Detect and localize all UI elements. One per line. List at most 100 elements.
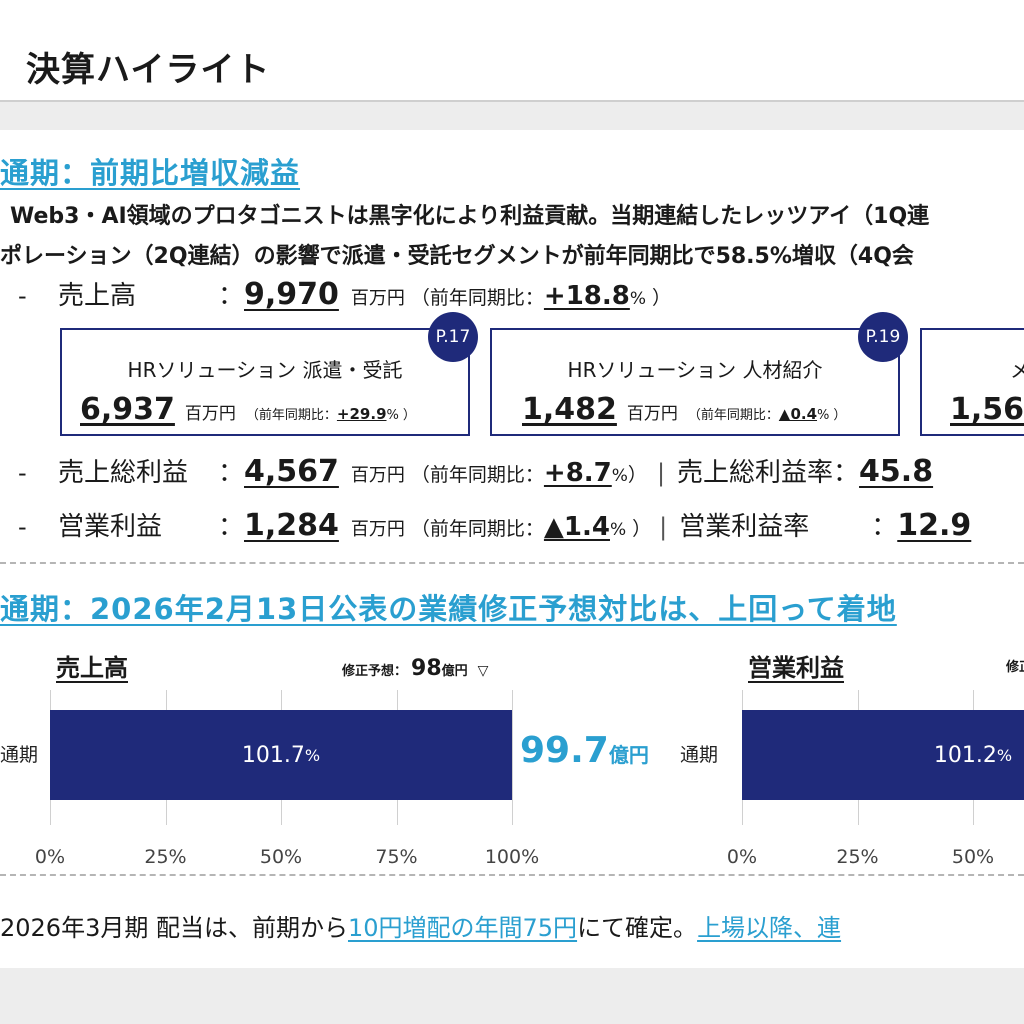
operating-unit: 百万円 [350, 519, 405, 540]
dividend-mid: にて確定。 [577, 914, 698, 942]
card-unit: 百万円 [626, 404, 678, 424]
page-ref-badge[interactable]: P.17 [428, 312, 478, 362]
sales-yoy: +18.8 [543, 281, 630, 311]
gross-yoy-close: ） [627, 464, 647, 486]
tick-label: 50% [259, 846, 303, 868]
page-header: 決算ハイライト [0, 0, 1024, 102]
forecast-label: 修正予想： [342, 664, 408, 679]
operating-rate-colon: ： [871, 512, 898, 542]
section-divider [0, 874, 1024, 876]
dividend-highlight2: 上場以降、連 [697, 914, 842, 942]
gross-rate-value: 45.8 [859, 454, 934, 489]
tick-label: 75% [375, 846, 418, 868]
chart-title-sales: 売上高 [56, 654, 128, 682]
card-unit: 百万円 [184, 404, 236, 424]
operating-colon: ： [218, 512, 245, 542]
gross-value: 4,567 [244, 454, 339, 489]
sales-unit: 百万円 [350, 288, 405, 309]
tick-label: 0% [34, 846, 66, 868]
sales-yoy-close: ） [652, 287, 672, 309]
dividend-prefix: 2026年3月期 配当は、前期から [0, 914, 348, 942]
segment-card-media: メ 1,56 [920, 328, 1024, 436]
card-title: HRソリューション 派遣・受託 [127, 358, 403, 382]
card-value-line: 1,56 [950, 392, 1024, 427]
tick-label: 0% [726, 846, 758, 868]
card-value: 6,937 [80, 392, 175, 427]
sales-yoy-pct: % [629, 289, 647, 309]
slide-content: 通期：前期比増収減益 Web3・AI領域のプロタゴニストは黒字化により利益貢献。… [0, 130, 1024, 968]
bar-value-label: 101.7 [241, 742, 305, 768]
card-value-line: 6,937 百万円 （前年同期比： +29.9 % ） [80, 392, 416, 427]
actual-value: 99.7 [520, 730, 609, 771]
gross-rate-colon: ： [833, 458, 860, 488]
card-title: メ [1010, 358, 1024, 382]
sales-label: 売上高 [58, 281, 137, 311]
gross-label: 売上総利益 [58, 458, 189, 488]
tick-label: 25% [144, 846, 187, 868]
card-yoy-pct: % [817, 408, 830, 423]
grid-line [512, 690, 513, 825]
operating-yoy: ▲1.4 [543, 512, 610, 542]
segment-card-placement: HRソリューション 人材紹介 1,482 百万円 （前年同期比： ▲0.4 % … [490, 328, 900, 436]
card-yoy-close: ） [833, 408, 847, 423]
section2-heading: 通期：2026年2月13日公表の業績修正予想対比は、上回って着地 [0, 592, 897, 626]
operating-value: 1,284 [244, 508, 339, 543]
category-label: 通期 [680, 744, 719, 766]
section1-line1: Web3・AI領域のプロタゴニストは黒字化により利益貢献。当期連結したレッツアイ… [10, 204, 930, 229]
card-yoy: +29.9 [336, 405, 387, 423]
dividend-highlight: 10円増配の年間75円 [347, 914, 578, 942]
actual-sales: 99.7 億円 [520, 730, 649, 771]
forecast-value: 98 [411, 656, 442, 681]
forecast-sales: 修正予想： 98 億円 ▽ [342, 656, 488, 681]
operating-yoy-close: ） [632, 518, 652, 540]
forecast-label: 修正 [1006, 660, 1024, 675]
section1-line2: ポレーション（2Q連結）の影響で派遣・受託セグメントが前年同期比で58.5%増収… [0, 244, 914, 269]
operating-profit-line: - 営業利益 ： 1,284 百万円 （前年同期比： ▲1.4 % ） | 営業… [0, 506, 971, 550]
sales-yoy-open: （前年同期比： [410, 287, 544, 309]
card-title: HRソリューション 人材紹介 [567, 358, 823, 382]
operating-rate-value: 12.9 [897, 508, 972, 543]
card-yoy-open: （前年同期比： [245, 408, 337, 423]
section1-heading: 通期：前期比増収減益 [0, 156, 301, 190]
bar: 101.2% [742, 710, 1024, 800]
card-yoy-close: ） [402, 408, 416, 423]
sales-colon: ： [218, 281, 245, 311]
segment-card-dispatch: HRソリューション 派遣・受託 6,937 百万円 （前年同期比： +29.9 … [60, 328, 470, 436]
operating-yoy-pct: % [609, 520, 627, 540]
bar-value-label: 101.2 [933, 742, 997, 768]
card-value: 1,56 [950, 392, 1024, 427]
bar-value-unit: % [996, 745, 1013, 765]
section-divider [0, 562, 1024, 564]
gross-yoy-pct: % [611, 466, 628, 486]
gross-profit-line: - 売上総利益 ： 4,567 百万円 （前年同期比： +8.7 % ） | 売… [0, 452, 933, 496]
forecast-marker-icon: ▽ [477, 663, 489, 679]
operating-rate-label: 営業利益率 [679, 512, 810, 542]
divider: | [656, 459, 666, 487]
operating-label: 営業利益 [58, 512, 163, 542]
gross-rate-label: 売上総利益率 [677, 458, 834, 488]
sales-line: - 売上高 ： 9,970 百万円 （前年同期比： +18.8 % ） [0, 275, 671, 319]
gross-yoy: +8.7 [543, 458, 612, 488]
sales-value: 9,970 [244, 277, 339, 312]
tick-label: 100% [484, 846, 540, 868]
page-ref-badge[interactable]: P.19 [858, 312, 908, 362]
bullet-dash: - [18, 513, 27, 541]
card-yoy: ▲0.4 [778, 405, 818, 423]
card-yoy-pct: % [386, 408, 399, 423]
operating-yoy-open: （前年同期比： [410, 518, 544, 540]
bullet-dash: - [18, 459, 27, 487]
forecast-operating: 修正 [1006, 656, 1024, 675]
card-yoy-open: （前年同期比： [687, 408, 779, 423]
gross-yoy-open: （前年同期比： [410, 464, 544, 486]
divider: | [659, 513, 668, 541]
tick-label: 50% [951, 846, 995, 868]
actual-unit: 億円 [608, 743, 649, 767]
page-title: 決算ハイライト [26, 50, 271, 90]
forecast-unit: 億円 [441, 664, 468, 679]
gross-unit: 百万円 [350, 465, 405, 486]
tick-label: 25% [836, 846, 879, 868]
dividend-line: 2026年3月期 配当は、前期から 10円増配の年間75円 にて確定。 上場以降… [0, 908, 841, 943]
card-value-line: 1,482 百万円 （前年同期比： ▲0.4 % ） [522, 392, 846, 427]
category-label: 通期 [0, 744, 39, 766]
gross-colon: ： [218, 458, 245, 488]
